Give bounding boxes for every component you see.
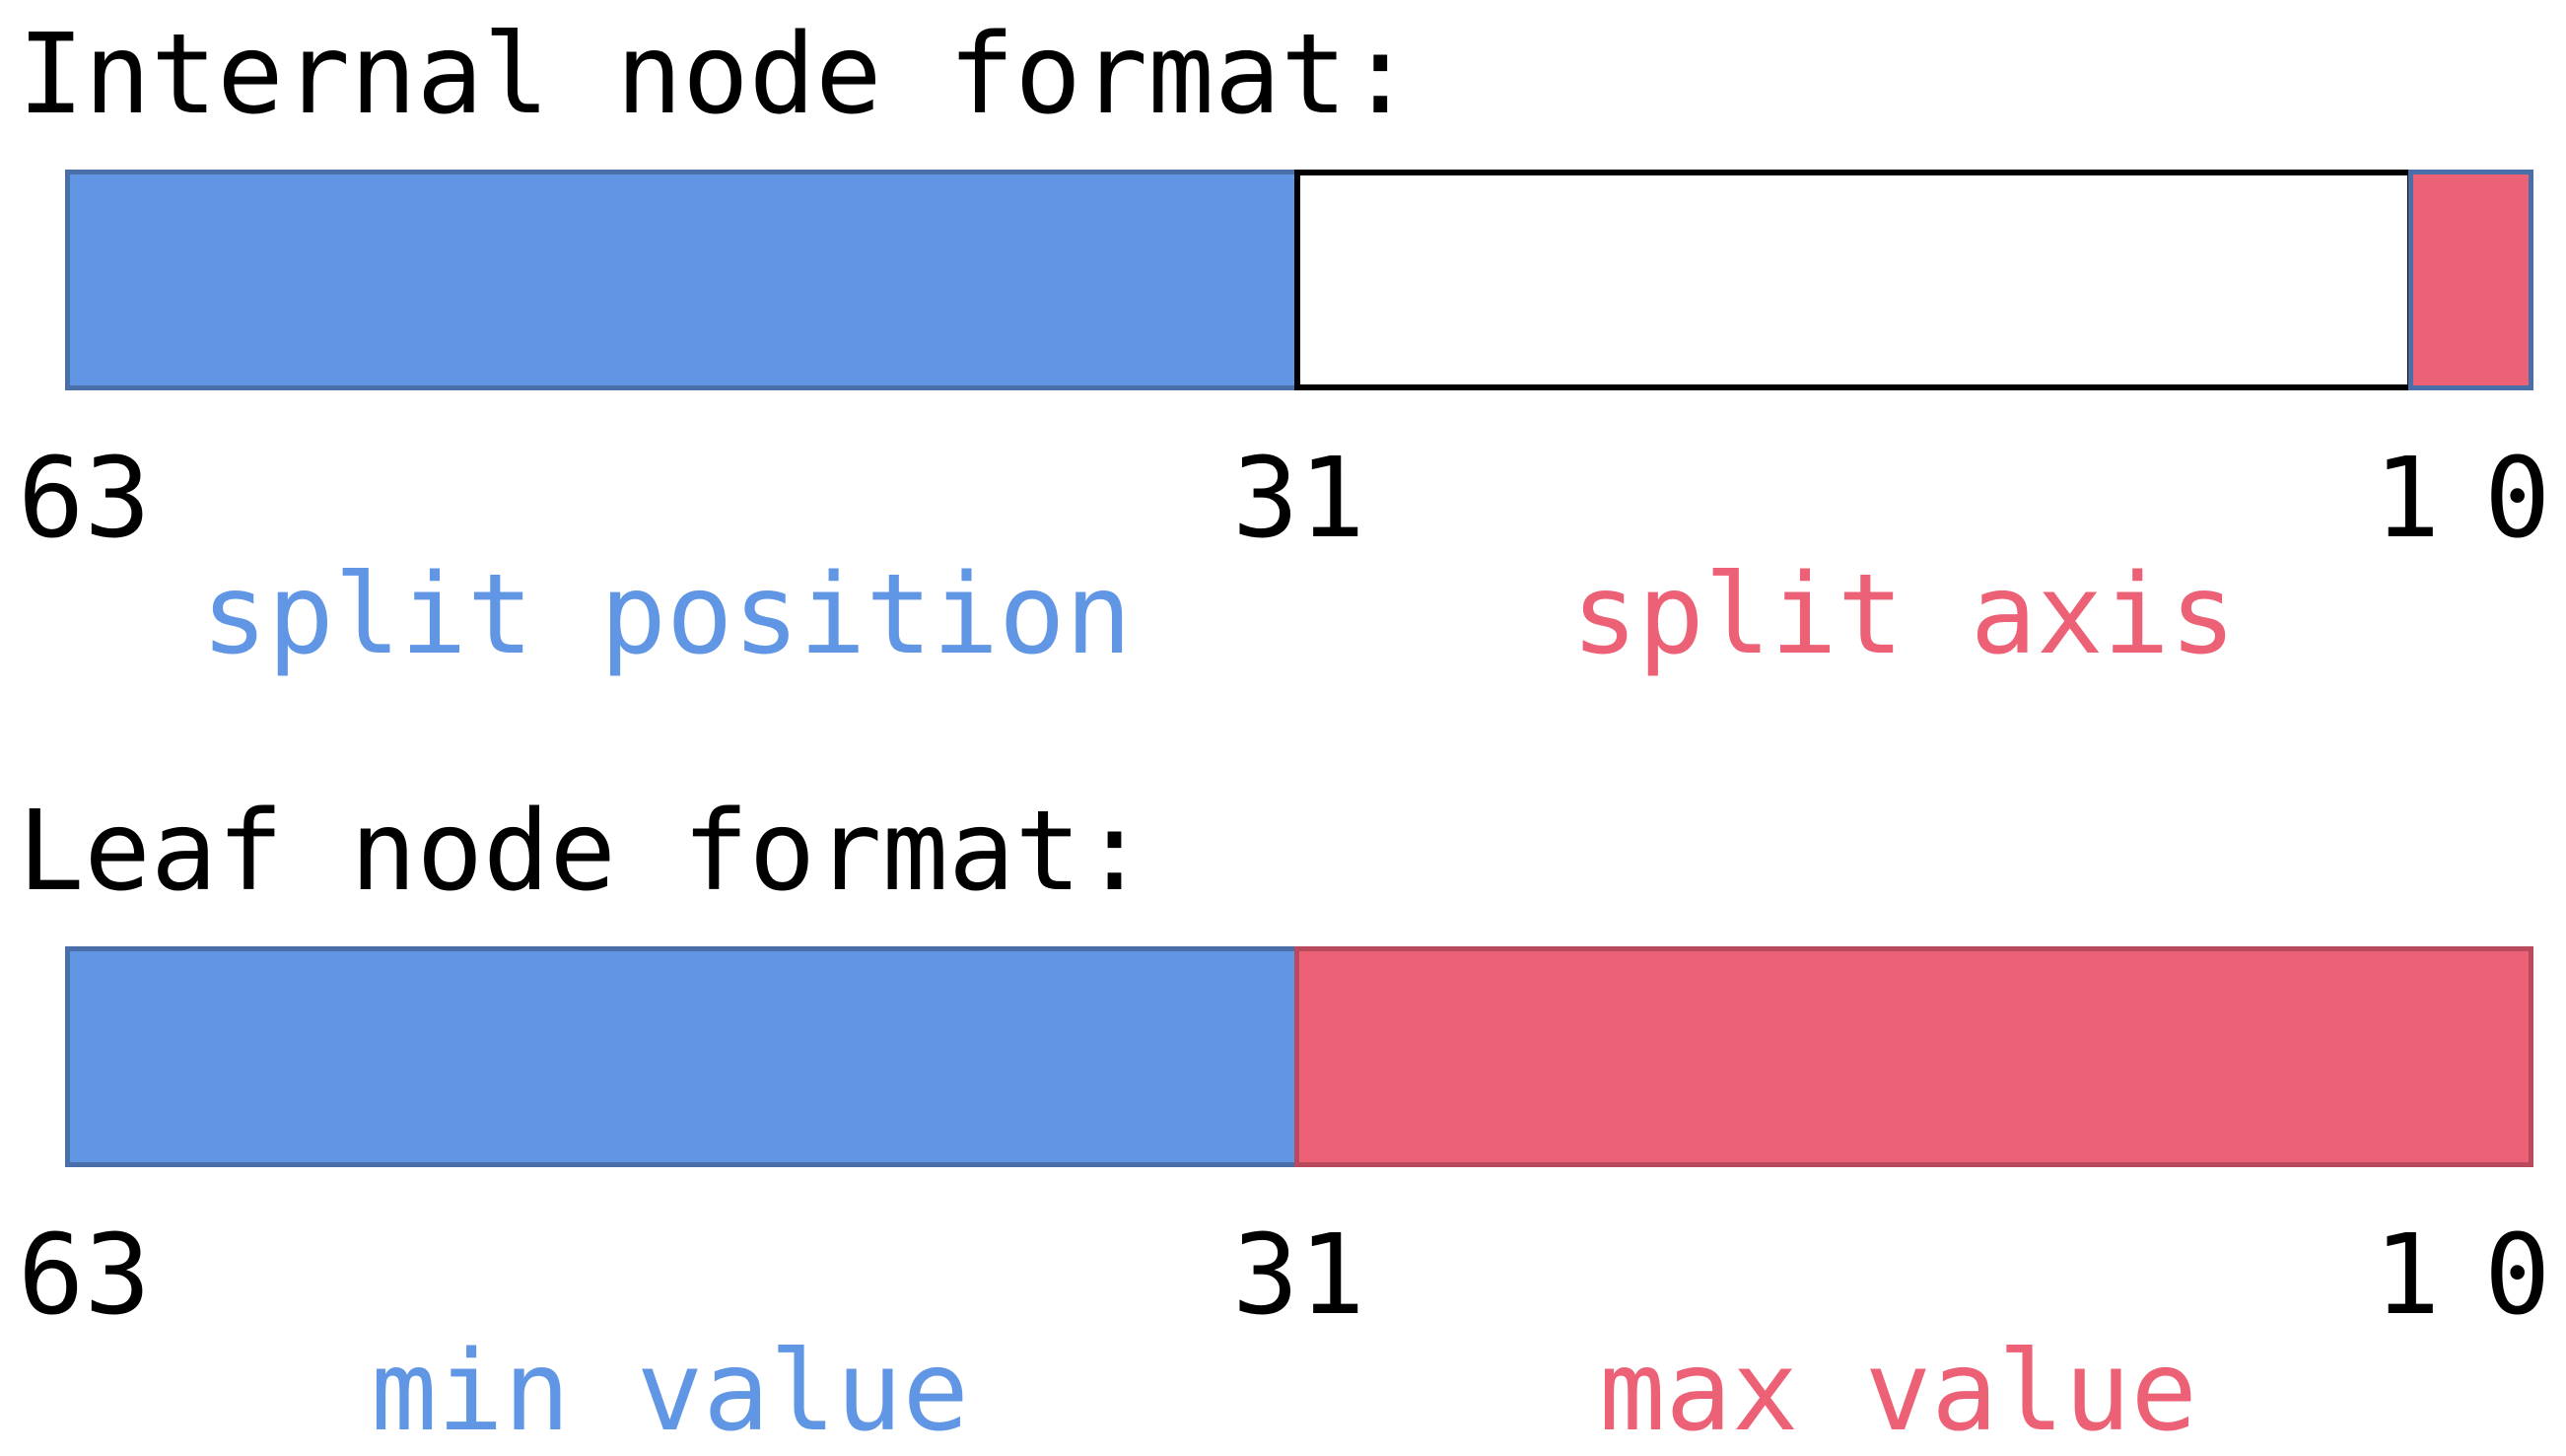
- internal-bit-31: 31: [1232, 435, 1365, 563]
- leaf-min-value-label: min value: [371, 1328, 969, 1456]
- leaf-bit-31: 31: [1232, 1212, 1365, 1340]
- leaf-max-value-label: max value: [1599, 1328, 2197, 1456]
- internal-node-heading: Internal node format:: [18, 11, 1415, 139]
- leaf-bit-0: 0: [2484, 1212, 2551, 1340]
- leaf-bit-1: 1: [2374, 1212, 2441, 1340]
- leaf-min-value-field: [65, 946, 1299, 1167]
- internal-bit-1: 1: [2374, 435, 2441, 563]
- internal-bit-0: 0: [2484, 435, 2551, 563]
- internal-split-axis-field: [2408, 170, 2533, 390]
- leaf-bit-63: 63: [18, 1212, 151, 1340]
- internal-bit-63: 63: [18, 435, 151, 563]
- internal-split-position-label: split position: [201, 551, 1133, 679]
- internal-unused-field: [1294, 170, 2413, 390]
- leaf-max-value-field: [1294, 946, 2533, 1167]
- internal-split-position-field: [65, 170, 1299, 390]
- internal-split-axis-label: split axis: [1571, 551, 2237, 679]
- leaf-node-heading: Leaf node format:: [18, 788, 1148, 916]
